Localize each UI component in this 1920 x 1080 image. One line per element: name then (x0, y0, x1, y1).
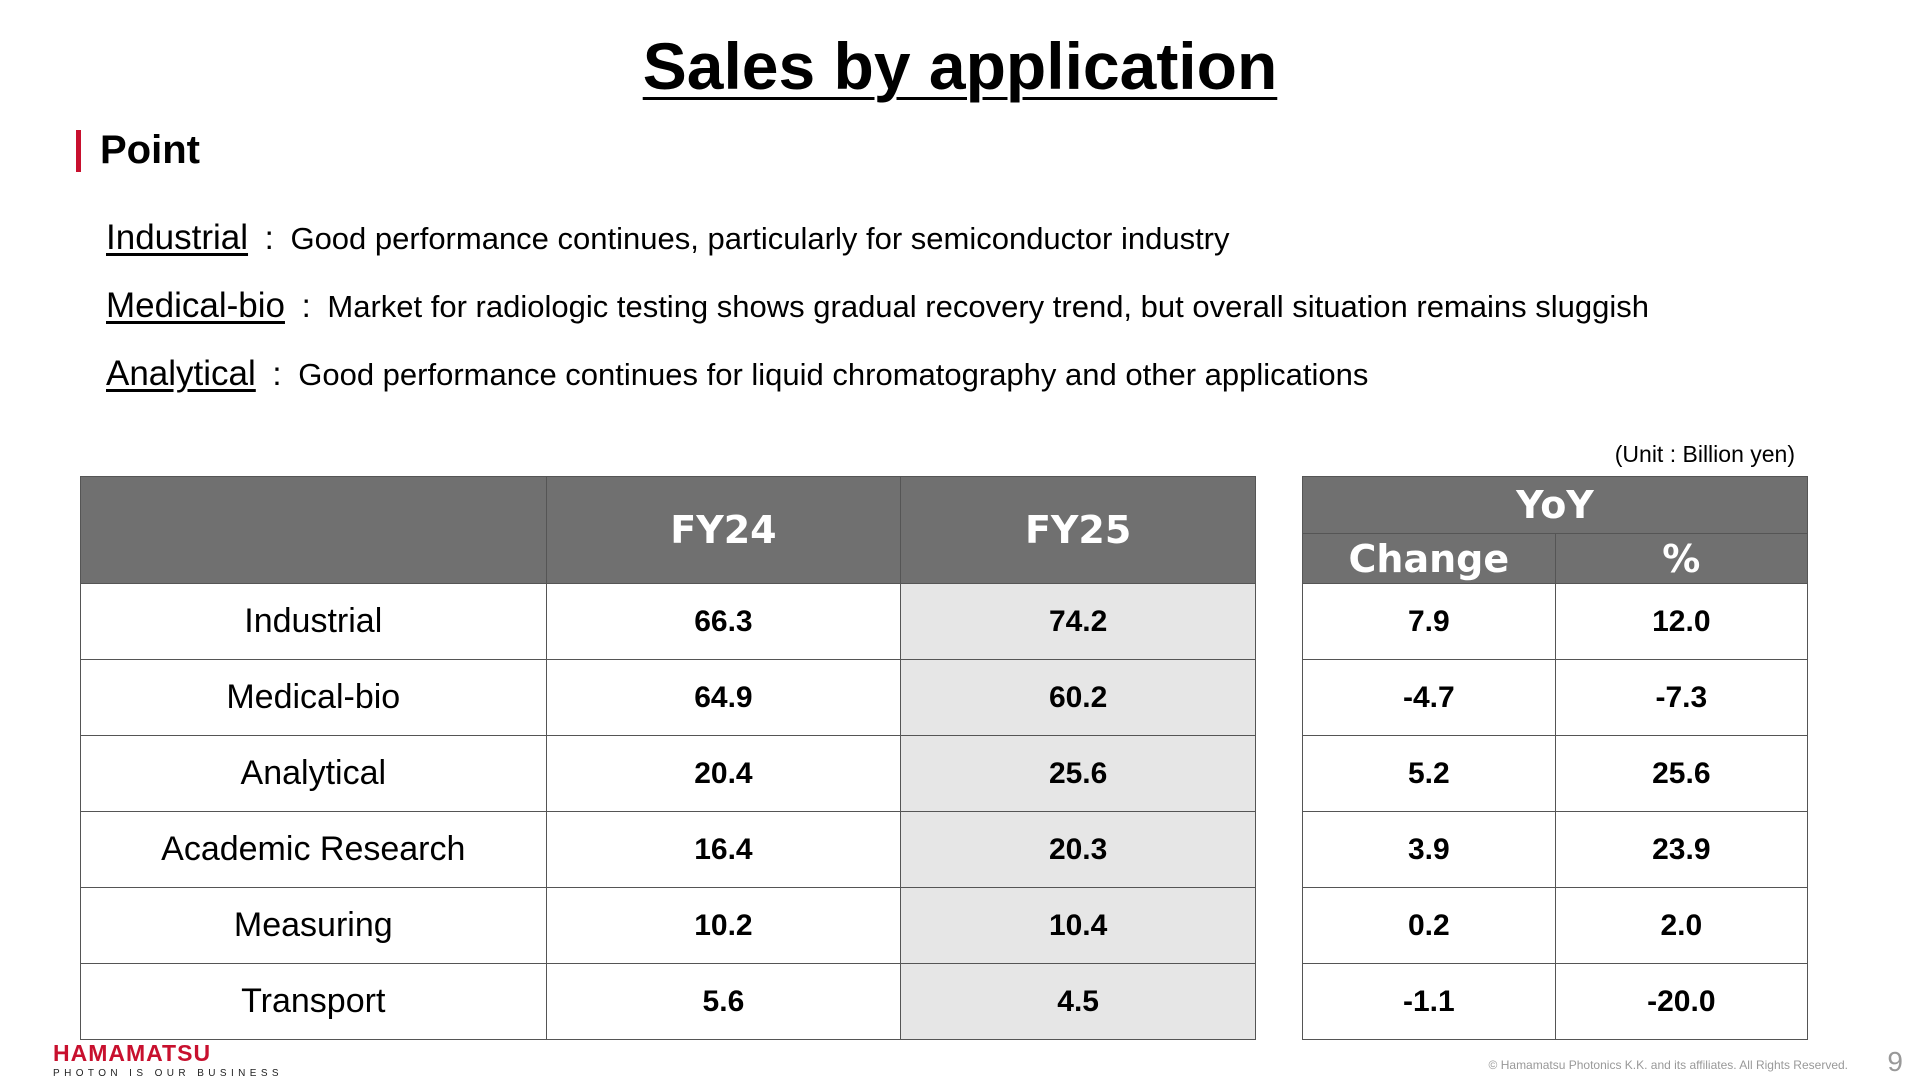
header-percent: % (1554, 533, 1809, 584)
change-cell: 5.2 (1302, 735, 1556, 812)
fy24-cell: 16.4 (545, 811, 902, 888)
fy25-cell: 20.3 (900, 811, 1256, 888)
change-cell: 0.2 (1302, 887, 1556, 964)
company-logo: HAMAMATSU PHOTON IS OUR BUSINESS (53, 1040, 283, 1080)
copyright-notice: © Hamamatsu Photonics K.K. and its affil… (1488, 1058, 1848, 1072)
category-cell: Medical-bio (80, 659, 547, 736)
change-cell: 7.9 (1302, 583, 1556, 660)
table-row: Measuring 10.2 10.4 (80, 887, 1256, 964)
point-text: Market for radiologic testing shows grad… (327, 289, 1649, 324)
fy24-cell: 5.6 (545, 963, 902, 1040)
point-heading: Point (100, 128, 200, 172)
table-row: Transport 5.6 4.5 (80, 963, 1256, 1040)
fy24-cell: 64.9 (545, 659, 902, 736)
sales-table-header: FY24 FY25 (80, 476, 1256, 584)
logo-tagline: PHOTON IS OUR BUSINESS (53, 1068, 283, 1079)
fy25-cell: 60.2 (900, 659, 1256, 736)
point-item-industrial: Industrial : Good performance continues,… (106, 218, 1866, 286)
percent-cell: 2.0 (1554, 887, 1809, 964)
category-cell: Measuring (80, 887, 547, 964)
header-yoy: YoY (1302, 476, 1808, 534)
yoy-table-subheader: Change % (1302, 533, 1809, 584)
logo-brand: HAMAMATSU (53, 1040, 212, 1066)
change-cell: 3.9 (1302, 811, 1556, 888)
fy25-cell: 4.5 (900, 963, 1256, 1040)
fy24-cell: 20.4 (545, 735, 902, 812)
point-term: Analytical (106, 354, 256, 393)
point-item-medical-bio: Medical-bio : Market for radiologic test… (106, 286, 1866, 354)
table-row: -1.1 -20.0 (1302, 963, 1809, 1040)
fy24-cell: 66.3 (545, 583, 902, 660)
header-fy24: FY24 (545, 476, 902, 584)
point-separator: : (301, 287, 311, 324)
point-accent-bar (76, 130, 81, 172)
table-row: Medical-bio 64.9 60.2 (80, 659, 1256, 736)
percent-cell: 25.6 (1554, 735, 1809, 812)
point-separator: : (272, 355, 282, 392)
yoy-table: YoY Change % 7.9 12.0 -4.7 -7.3 5.2 25.6… (1302, 476, 1809, 1040)
page-number: 9 (1887, 1046, 1903, 1077)
change-cell: -1.1 (1302, 963, 1556, 1040)
table-row: 7.9 12.0 (1302, 583, 1809, 660)
category-cell: Analytical (80, 735, 547, 812)
category-cell: Industrial (80, 583, 547, 660)
point-list: Industrial : Good performance continues,… (106, 218, 1866, 422)
change-cell: -4.7 (1302, 659, 1556, 736)
header-fy25: FY25 (900, 476, 1256, 584)
table-row: Analytical 20.4 25.6 (80, 735, 1256, 812)
point-text: Good performance continues for liquid ch… (298, 357, 1369, 392)
table-row: Academic Research 16.4 20.3 (80, 811, 1256, 888)
fy25-cell: 74.2 (900, 583, 1256, 660)
fy24-cell: 10.2 (545, 887, 902, 964)
table-row: Industrial 66.3 74.2 (80, 583, 1256, 660)
point-item-analytical: Analytical : Good performance continues … (106, 354, 1866, 422)
percent-cell: 23.9 (1554, 811, 1809, 888)
point-separator: : (264, 219, 274, 256)
percent-cell: 12.0 (1554, 583, 1809, 660)
category-cell: Transport (80, 963, 547, 1040)
yoy-table-header: YoY (1302, 476, 1808, 534)
fy25-cell: 10.4 (900, 887, 1256, 964)
header-category (80, 476, 547, 584)
point-term: Medical-bio (106, 286, 285, 325)
fy25-cell: 25.6 (900, 735, 1256, 812)
sales-table: FY24 FY25 Industrial 66.3 74.2 Medical-b… (80, 476, 1256, 1040)
category-cell: Academic Research (80, 811, 547, 888)
point-term: Industrial (106, 218, 249, 257)
slide-title: Sales by application (642, 29, 1278, 103)
table-row: 0.2 2.0 (1302, 887, 1809, 964)
point-text: Good performance continues, particularly… (290, 221, 1230, 256)
table-row: 3.9 23.9 (1302, 811, 1809, 888)
percent-cell: -20.0 (1554, 963, 1809, 1040)
unit-label: (Unit : Billion yen) (1614, 441, 1795, 467)
header-change: Change (1302, 533, 1556, 584)
table-row: 5.2 25.6 (1302, 735, 1809, 812)
table-row: -4.7 -7.3 (1302, 659, 1809, 736)
percent-cell: -7.3 (1554, 659, 1809, 736)
